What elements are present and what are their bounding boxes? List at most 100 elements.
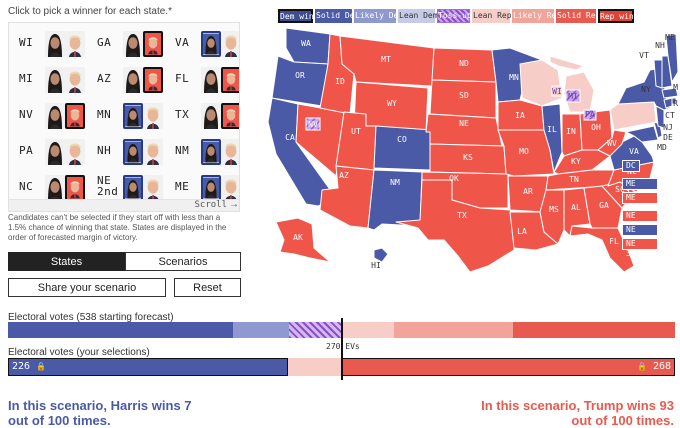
state-fl[interactable] <box>569 225 635 273</box>
state-nv-tossup-marker <box>305 117 321 131</box>
state-me[interactable] <box>665 33 678 83</box>
pick-harris-button[interactable] <box>123 175 143 201</box>
map-label-ms: MS <box>549 205 559 214</box>
picker-row: NV MN TX <box>9 99 239 135</box>
pick-harris-button[interactable] <box>201 103 221 129</box>
pick-harris-button[interactable] <box>201 175 221 201</box>
pick-trump-button[interactable] <box>221 139 239 165</box>
picker-row: PA NH NM <box>9 135 239 171</box>
picker-state-code: MN <box>97 108 112 121</box>
pick-harris-button[interactable] <box>45 139 65 165</box>
pick-trump-button[interactable] <box>65 31 85 57</box>
pick-harris-button[interactable] <box>45 175 65 201</box>
state-ma[interactable] <box>661 87 678 99</box>
picker-state-mn: MN <box>87 99 163 135</box>
picker-state-nv: NV <box>9 99 85 135</box>
pick-trump-button[interactable] <box>221 175 239 201</box>
chip-me-2nd[interactable]: ME 2nd <box>622 192 658 212</box>
map-label-tn: TN <box>569 175 579 184</box>
pick-harris-button[interactable] <box>45 67 65 93</box>
pick-harris-button[interactable] <box>201 67 221 93</box>
state-nh[interactable] <box>661 55 673 89</box>
pick-trump-button[interactable] <box>65 175 85 201</box>
pick-harris-button[interactable] <box>123 139 143 165</box>
pick-trump-button[interactable] <box>143 139 163 165</box>
reset-button[interactable]: Reset <box>174 278 241 297</box>
chip-dc[interactable]: DC <box>622 160 640 172</box>
picker-state-fl: FL <box>165 63 239 99</box>
state-picker-grid: WI GA VA MI AZ FL NV MN TX PA NH NM NC NE 2nd ME Scroll… <box>8 22 240 212</box>
picker-state-code: NC <box>19 180 34 193</box>
forecast-ev-bar <box>8 322 675 338</box>
pick-trump-button[interactable] <box>65 103 85 129</box>
picker-state-code: GA <box>97 36 112 49</box>
state-tx[interactable] <box>395 179 517 273</box>
tab-scenarios[interactable]: Scenarios <box>125 252 241 271</box>
state-wi[interactable] <box>519 59 563 107</box>
state-or[interactable] <box>271 55 329 107</box>
pick-trump-button[interactable] <box>221 103 239 129</box>
pick-harris-button[interactable] <box>201 31 221 57</box>
map-label-tx: TX <box>457 211 467 220</box>
rep-selection-segment: 🔒 268 <box>341 358 675 376</box>
pick-harris-button[interactable] <box>123 67 143 93</box>
picker-state-nc: NC <box>9 171 85 207</box>
map-label-or: OR <box>295 71 305 80</box>
map-label-ct: CT <box>665 111 675 120</box>
state-mi[interactable] <box>549 55 585 71</box>
pick-trump-button[interactable] <box>221 67 239 93</box>
picker-state-az: AZ <box>87 63 163 99</box>
map-label-co: CO <box>397 135 407 144</box>
chip-ne-3rd[interactable]: NE 3rd <box>622 238 658 258</box>
picker-footnote: Candidates can't be selected if they sta… <box>8 213 227 242</box>
map-label-wa: WA <box>301 39 311 48</box>
chip-ne-2nd[interactable]: NE 2nd <box>622 224 658 244</box>
scroll-right-icon[interactable]: → <box>229 199 239 210</box>
forecast-segment-lean-rep <box>342 322 394 338</box>
state-ri[interactable] <box>671 97 677 105</box>
map-label-sc: SC <box>615 185 625 194</box>
state-mi-tossup-marker <box>565 89 581 103</box>
pick-trump-button[interactable] <box>143 67 163 93</box>
selection-ev-bar: 226 🔒 🔒 268 <box>8 358 675 376</box>
chip-ne-1st[interactable]: NE 1st <box>622 210 658 230</box>
map-label-nj: NJ <box>663 123 673 132</box>
state-ak[interactable] <box>275 217 331 263</box>
map-label-nh: NH <box>655 41 665 50</box>
state-co[interactable] <box>373 125 433 171</box>
pick-trump-button[interactable] <box>221 31 239 57</box>
forecast-segment-solid-dem <box>8 322 233 338</box>
map-label-ga: GA <box>599 201 609 210</box>
legend-item-solid-rep: Solid Rep <box>556 9 600 23</box>
chip-me-1st[interactable]: ME 1st <box>622 178 658 198</box>
tab-states[interactable]: States <box>8 252 125 271</box>
pick-trump-button[interactable] <box>143 31 163 57</box>
share-scenario-button[interactable]: Share your scenario <box>8 278 166 297</box>
state-ct[interactable] <box>663 97 673 109</box>
map-label-ut: UT <box>351 127 361 136</box>
pick-harris-button[interactable] <box>201 139 221 165</box>
picker-state-code: ME <box>175 180 190 193</box>
scroll-label: Scroll <box>194 200 227 210</box>
pick-harris-button[interactable] <box>123 31 143 57</box>
map-label-ky: KY <box>571 157 581 166</box>
pick-trump-button[interactable] <box>143 103 163 129</box>
map-label-ma: MA <box>673 83 678 92</box>
map-label-md: MD <box>657 143 667 152</box>
state-wi-marker <box>551 85 563 97</box>
pick-harris-button[interactable] <box>123 103 143 129</box>
pick-harris-button[interactable] <box>45 31 65 57</box>
map-label-la: LA <box>517 227 527 236</box>
pick-trump-button[interactable] <box>65 67 85 93</box>
map-label-ri: RI <box>673 99 678 108</box>
pick-trump-button[interactable] <box>65 139 85 165</box>
picker-scrollbar[interactable]: Scroll → <box>9 199 239 211</box>
map-label-az: AZ <box>339 171 349 180</box>
pick-harris-button[interactable] <box>45 103 65 129</box>
forecast-bar-label: Electoral votes (538 starting forecast) <box>8 312 174 323</box>
pick-trump-button[interactable] <box>143 175 163 201</box>
picker-state-code: NM <box>175 144 190 157</box>
state-pa[interactable] <box>609 101 657 131</box>
state-md[interactable] <box>625 125 659 143</box>
state-hi[interactable] <box>373 247 389 263</box>
